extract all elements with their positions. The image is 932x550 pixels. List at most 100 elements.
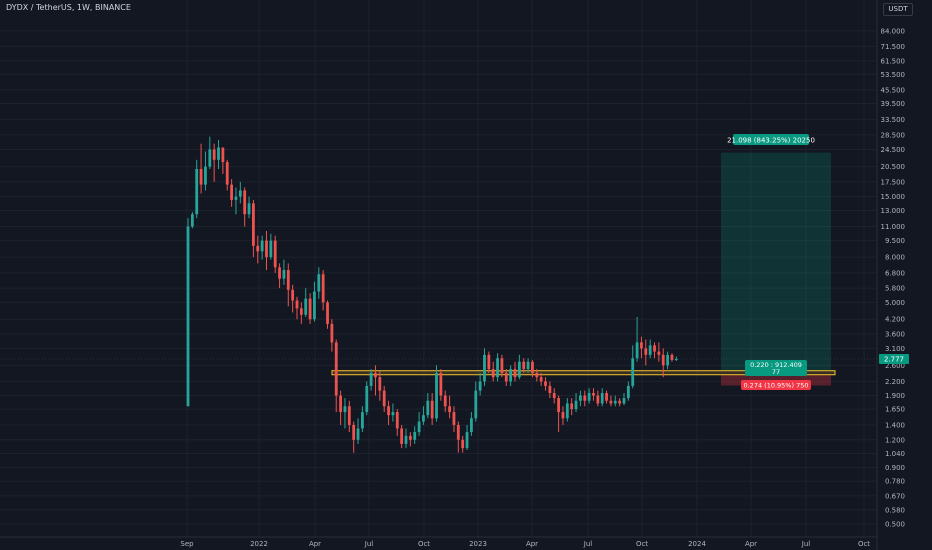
candle-up [587,393,591,401]
candle-down [278,267,281,279]
price-tick-label: 1.200 [885,436,905,444]
price-tick-label: 17.500 [881,178,906,186]
candle-down [443,395,447,407]
candle-down [352,424,356,440]
candle-up [631,358,635,386]
candle-up [666,354,669,366]
candle-up [391,412,395,416]
symbol-title[interactable]: DYDX / TetherUS, 1W, BINANCE [6,3,131,12]
candle-down [339,395,342,413]
candle-down [461,439,465,449]
price-tick-label: 15.000 [881,193,906,201]
candle-up [509,369,513,382]
candle-down [583,395,587,401]
price-tick-label: 3.100 [885,345,905,353]
candle-down [487,354,491,370]
price-tick-label: 3.600 [885,331,905,339]
price-tick-label: 20.500 [881,163,906,171]
candle-up [356,428,360,440]
candle-up [361,412,364,429]
price-tick-label: 61.500 [881,57,906,65]
stop-label: 0.274 (10.95%) 750 [741,380,811,390]
candle-down [661,354,665,366]
candle-down [382,390,386,407]
candle-down [230,184,233,200]
candle-up [622,398,626,404]
candle-down [374,373,377,378]
candle-down [273,240,277,268]
candle-up [565,403,569,419]
candle-up [626,385,630,399]
price-tick-label: 71.500 [881,43,906,51]
price-tick-label: 0.780 [885,478,905,486]
candle-up [579,395,582,401]
candle-up [304,298,308,315]
price-tick-label: 1.900 [885,392,905,400]
candle-down [609,400,613,404]
candle-down [618,400,622,404]
price-axis[interactable]: 84.000 71.500 61.500 53.500 45.500 39.500 33.5… [881,27,906,528]
candle-up [474,390,478,419]
current-price-badge: 2.777 [879,354,909,364]
candle-down [491,369,495,378]
candle-up [234,196,238,200]
candle-down [243,190,247,215]
candle-down [535,373,539,378]
candle-up [613,400,617,404]
time-axis[interactable]: Sep 2022 Apr Jul Oct 2023 Apr Jul Oct 2024 Apr Jul O… [180,540,870,548]
candle-down [395,412,399,429]
time-tick-label: Jul [364,540,374,548]
entry-label: 0.220 : 912.409 77 [745,360,807,376]
time-tick-label: 2024 [688,540,706,548]
price-tick-label: 0.670 [885,492,905,500]
candle-up [426,400,430,416]
candle-down [308,298,312,320]
chart-grid [0,0,877,537]
candle-down [334,342,338,396]
candle-down [252,203,255,246]
candle-down [504,373,508,382]
candle-down [557,398,560,413]
price-tick-label: 2.200 [885,378,905,386]
candle-down [400,428,404,444]
candle-down [199,168,203,185]
candle-down [330,323,334,343]
candle-up [417,421,421,433]
candle-up [365,385,369,413]
price-tick-label: 9.500 [885,237,905,245]
candle-up [317,274,321,292]
candle-up [600,393,604,404]
support-zone [331,370,836,376]
candle-down [448,406,451,413]
candle-up [404,435,408,444]
candle-up [422,415,425,422]
time-tick-label: Apr [745,540,757,548]
candle-up [186,226,190,407]
candle-up [470,418,473,433]
time-tick-label: Sep [180,540,194,548]
candle-down [522,361,526,370]
candle-down [452,412,456,425]
candle-up [190,214,194,227]
candle-down [548,385,552,394]
candle-down [387,406,390,416]
candle-down [439,373,443,396]
candle-down [653,345,656,352]
target-zone [721,152,831,371]
candle-down [513,369,517,378]
target-label: 21.098 (843.25%) 20250 [727,134,815,145]
drawing-layer [0,152,877,386]
candle-up [343,406,347,413]
currency-button[interactable]: USDT [883,3,913,16]
candle-down [552,393,556,399]
target-label-text: 21.098 (843.25%) 20250 [727,137,815,145]
candle-up [369,373,373,386]
time-tick-label: Oct [418,540,430,548]
price-tick-label: 5.800 [885,285,905,293]
candle-down [500,358,504,374]
price-tick-label: 0.580 [885,506,905,514]
candle-down [539,377,543,382]
price-tick-label: 24.500 [881,146,906,154]
candle-down [456,424,460,440]
